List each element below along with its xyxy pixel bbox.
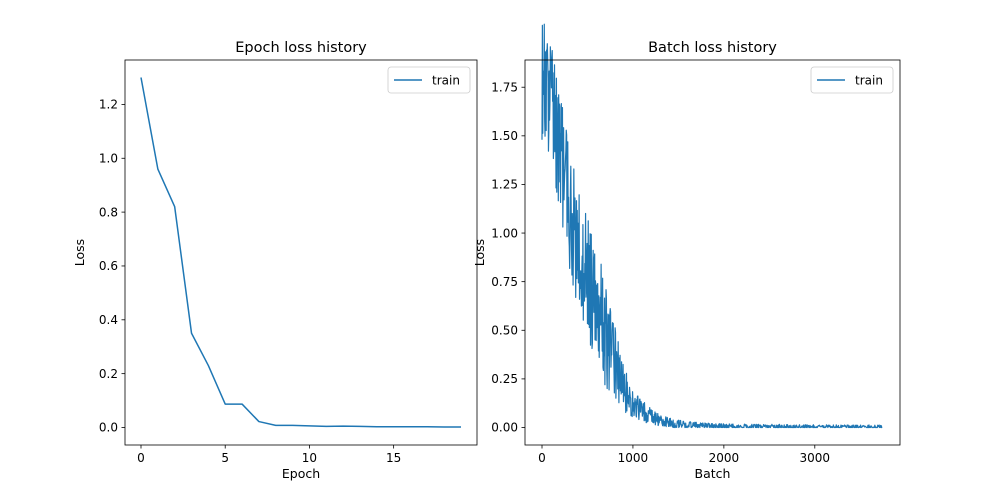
y-tick-label: 0.2 — [99, 367, 118, 381]
x-axis-label: Batch — [695, 466, 731, 481]
chart-title: Batch loss history — [648, 40, 777, 56]
legend: train — [810, 66, 894, 94]
series-line-1 — [140, 77, 461, 428]
axes-frame — [524, 59, 901, 446]
y-axis-label: Loss — [72, 239, 87, 266]
x-tick-label: 0 — [538, 451, 546, 465]
y-tick-label: 1.0 — [99, 151, 118, 165]
y-tick-label: 0.8 — [99, 205, 118, 219]
y-axis-label: Loss — [472, 239, 487, 266]
y-tick-label: 0.50 — [491, 323, 518, 337]
x-tick-label: 5 — [221, 451, 229, 465]
y-tick-label: 0.25 — [491, 372, 518, 386]
y-tick-label: 1.75 — [491, 80, 518, 94]
y-tick-label: 0.6 — [99, 259, 118, 273]
y-tick-label: 1.2 — [99, 98, 118, 112]
chart-title: Epoch loss history — [235, 40, 367, 56]
x-tick-label: 15 — [386, 451, 401, 465]
chart-1: 0 5 10 15 0.0 0.2 0.4 0.6 0.8 1.0 1.2 Epoch loss hi… — [72, 40, 478, 481]
y-tick-label: 0.4 — [99, 313, 118, 327]
y-tick-label: 0.00 — [491, 421, 518, 435]
x-tick-label: 0 — [137, 451, 145, 465]
y-tick-label: 0.75 — [491, 275, 518, 289]
y-tick-label: 0.0 — [99, 421, 118, 435]
legend: train — [387, 66, 471, 94]
y-tick-label: 1.50 — [491, 129, 518, 143]
series-line-1 — [541, 23, 883, 429]
legend-box — [387, 66, 471, 94]
x-axis-label: Epoch — [282, 466, 320, 481]
x-tick-label: 2000 — [709, 451, 740, 465]
chart-2: 0 1000 2000 3000 0.00 0.25 0.50 0.75 1.00 1.25 1.5… — [472, 23, 901, 481]
legend-label: train — [855, 74, 883, 88]
x-tick-label: 3000 — [800, 451, 831, 465]
axes-frame — [124, 59, 478, 446]
x-tick-label: 10 — [302, 451, 317, 465]
x-tick-label: 1000 — [618, 451, 649, 465]
legend-label: train — [432, 74, 460, 88]
y-tick-label: 1.00 — [491, 226, 518, 240]
y-tick-label: 1.25 — [491, 178, 518, 192]
legend-box — [810, 66, 894, 94]
